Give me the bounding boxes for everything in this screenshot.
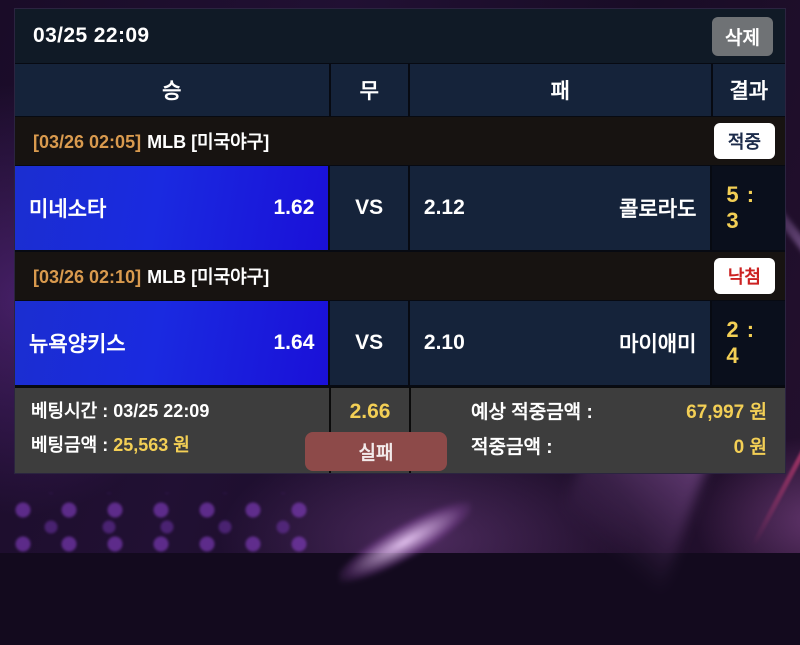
bet-amount-row: 베팅금액 : 25,563 원 [31, 431, 329, 457]
footer-payout-info: 예상 적중금액 : 67,997 원 적중금액 : 0 원 [411, 388, 785, 473]
bet-option-draw[interactable]: VS [330, 166, 408, 250]
expected-payout-value: 67,997 원 [686, 397, 767, 424]
home-team-name: 미네소타 [29, 193, 106, 223]
column-header-result: 결과 [713, 64, 785, 116]
light-glow-decoration [336, 489, 475, 595]
away-team-name: 콜로라도 [619, 193, 696, 223]
actual-payout-value: 0 원 [734, 432, 767, 459]
match-header: [03/26 02:05] MLB [미국야구] 적중 [15, 117, 785, 165]
bet-time-value: 03/25 22:09 [113, 401, 209, 421]
match-time: [03/26 02:10] [33, 267, 141, 288]
bet-time-label: 베팅시간 : [31, 401, 113, 421]
betting-slip-card: 03/25 22:09 삭제 승 무 패 결과 [03/26 02:05] ML… [14, 8, 786, 474]
bet-amount-label: 베팅금액 : [31, 435, 113, 455]
footer-bet-info: 베팅시간 : 03/25 22:09 베팅금액 : 25,563 원 [15, 388, 331, 473]
column-header-win: 승 [15, 64, 329, 116]
bet-amount-value: 25,563 원 [113, 435, 190, 455]
match-score: 5 : 3 [712, 166, 785, 250]
match-league: MLB [미국야구] [147, 263, 269, 289]
status-badge: 낙첨 [714, 258, 775, 294]
total-odds: 2.66 [350, 400, 391, 424]
slip-footer: 베팅시간 : 03/25 22:09 베팅금액 : 25,563 원 2.66 … [15, 387, 785, 473]
delete-button[interactable]: 삭제 [712, 17, 773, 56]
bet-option-away[interactable]: 2.10 마이애미 [410, 301, 711, 385]
actual-payout-label: 적중금액 : [471, 432, 553, 459]
slip-header: 03/25 22:09 삭제 [15, 9, 785, 63]
bet-option-draw[interactable]: VS [330, 301, 408, 385]
match-title: [03/26 02:10] MLB [미국야구] [33, 263, 269, 289]
column-header-lose: 패 [410, 64, 711, 116]
bokeh-dots-decoration [0, 493, 330, 553]
bet-option-away[interactable]: 2.12 콜로라도 [410, 166, 711, 250]
result-badge: 실패 [305, 432, 447, 471]
away-team-name: 마이애미 [619, 328, 696, 358]
bet-option-home[interactable]: 미네소타 1.62 [15, 166, 328, 250]
match-row: 미네소타 1.62 VS 2.12 콜로라도 5 : 3 [15, 165, 785, 252]
match-title: [03/26 02:05] MLB [미국야구] [33, 128, 269, 154]
away-odds: 2.10 [424, 331, 465, 355]
match-time: [03/26 02:05] [33, 132, 141, 153]
match-row: 뉴욕양키스 1.64 VS 2.10 마이애미 2 : 4 [15, 300, 785, 387]
actual-payout-row: 적중금액 : 0 원 [411, 432, 767, 459]
slip-date: 03/25 22:09 [33, 24, 150, 48]
column-header-row: 승 무 패 결과 [15, 63, 785, 117]
status-badge: 적중 [714, 123, 775, 159]
home-odds: 1.64 [274, 331, 315, 355]
match-score: 2 : 4 [712, 301, 785, 385]
expected-payout-row: 예상 적중금액 : 67,997 원 [411, 397, 767, 424]
bet-option-home[interactable]: 뉴욕양키스 1.64 [15, 301, 328, 385]
away-odds: 2.12 [424, 196, 465, 220]
expected-payout-label: 예상 적중금액 : [471, 397, 593, 424]
column-header-draw: 무 [331, 64, 408, 116]
bet-time-row: 베팅시간 : 03/25 22:09 [31, 397, 329, 423]
match-league: MLB [미국야구] [147, 128, 269, 154]
home-team-name: 뉴욕양키스 [29, 328, 126, 358]
match-header: [03/26 02:10] MLB [미국야구] 낙첨 [15, 252, 785, 300]
home-odds: 1.62 [274, 196, 315, 220]
